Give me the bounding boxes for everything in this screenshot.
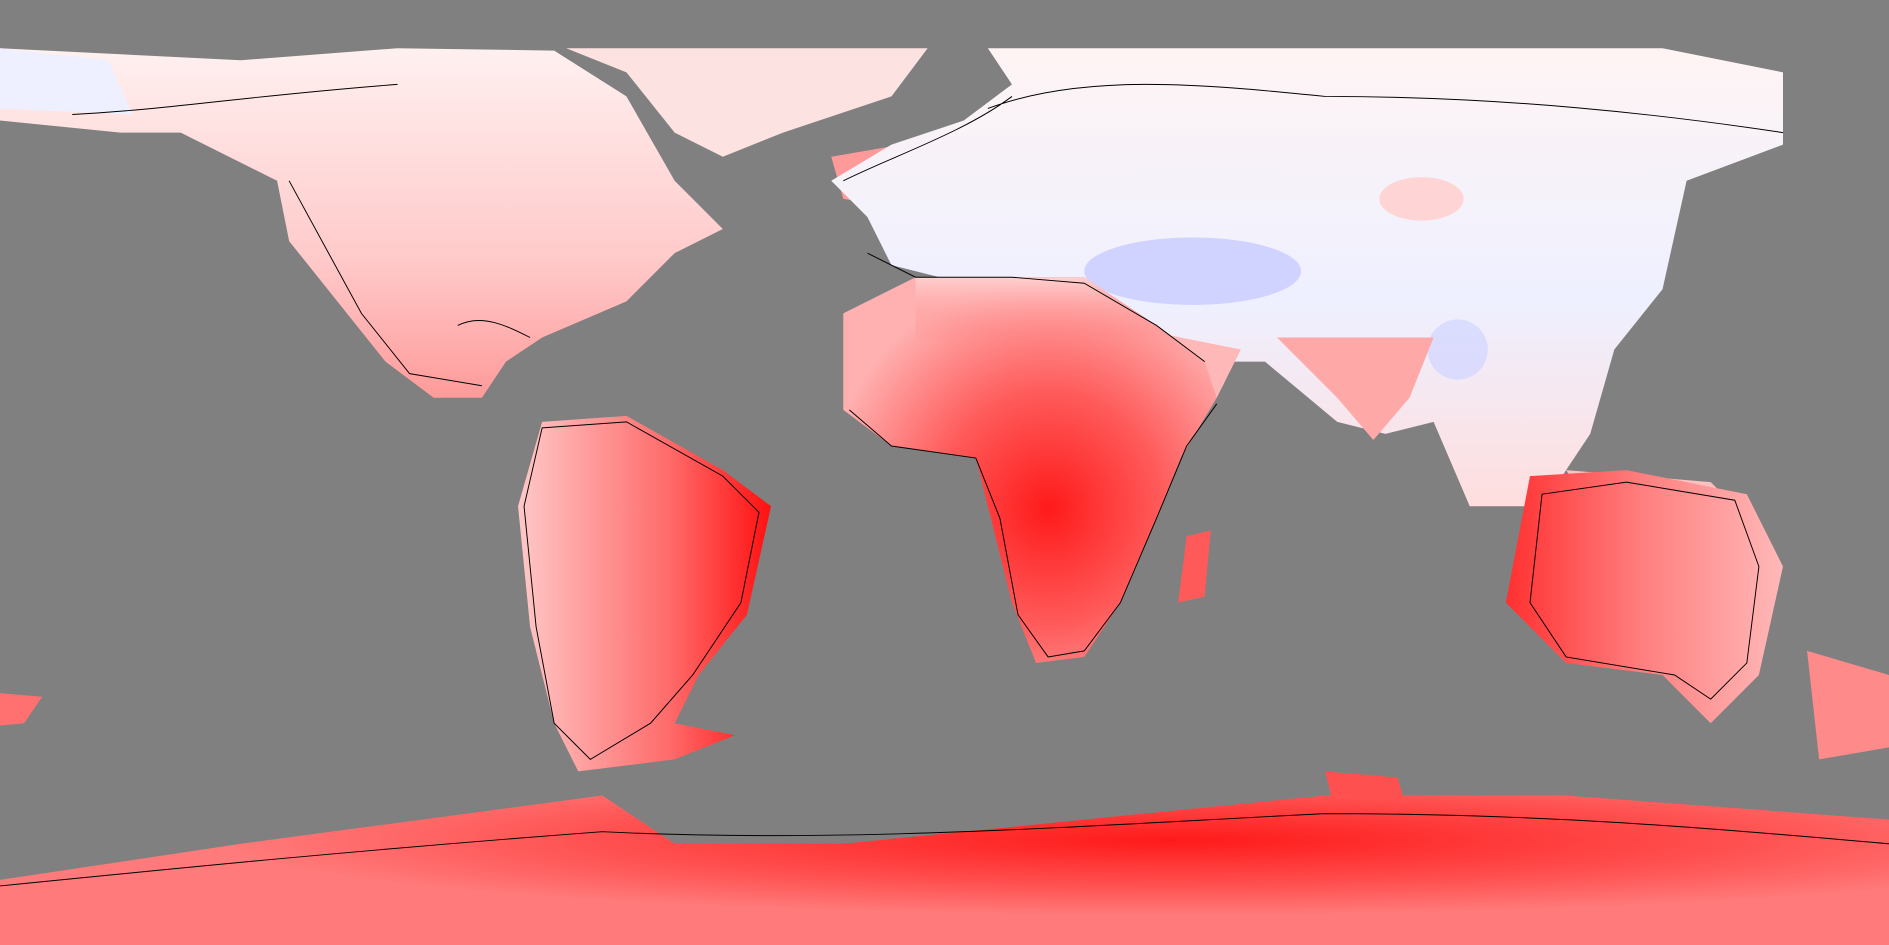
india bbox=[1277, 337, 1434, 440]
arctic-ice-west bbox=[0, 48, 133, 115]
islet bbox=[0, 693, 43, 726]
cold-anomaly bbox=[1084, 237, 1302, 305]
south-america bbox=[518, 415, 772, 772]
new-zealand bbox=[1807, 650, 1889, 760]
africa-north bbox=[915, 277, 1205, 386]
warm-anomaly bbox=[1379, 177, 1464, 221]
cold-anomaly bbox=[1427, 319, 1488, 380]
antarctica bbox=[0, 795, 1889, 945]
eurasia bbox=[831, 48, 1783, 507]
antarctic-island bbox=[1325, 771, 1404, 798]
australia bbox=[1505, 470, 1783, 724]
north-america bbox=[0, 48, 723, 398]
coastline bbox=[0, 83, 1889, 887]
madagascar bbox=[1178, 530, 1211, 603]
greenland bbox=[566, 48, 928, 157]
